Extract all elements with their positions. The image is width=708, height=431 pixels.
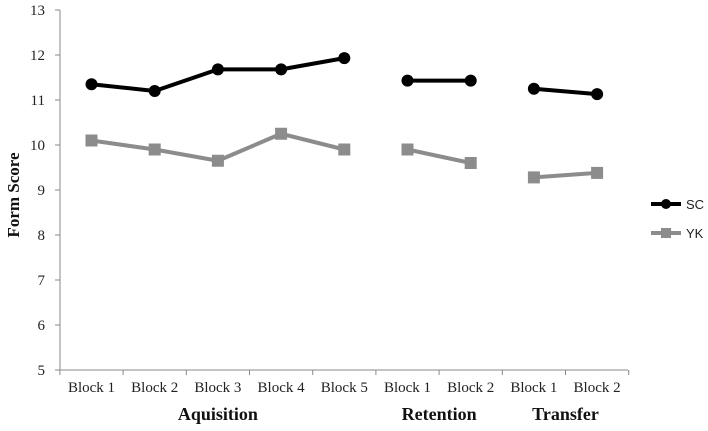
y-tick-label: 11 xyxy=(31,93,45,109)
y-tick-label: 10 xyxy=(30,138,45,154)
series-yk xyxy=(85,127,604,184)
legend-item-sc: SC xyxy=(651,197,704,212)
y-tick-label: 7 xyxy=(38,273,46,289)
x-tick-label: Block 1 xyxy=(68,380,115,396)
y-axis-label: Form Score xyxy=(4,152,23,238)
data-point-sc xyxy=(591,88,604,101)
series-line-yk xyxy=(533,170,598,180)
x-tick-label: Block 1 xyxy=(510,380,557,396)
legend-item-yk: YK xyxy=(651,226,704,241)
data-point-sc xyxy=(338,52,351,65)
legend: SC YK xyxy=(651,197,704,241)
y-tick-label: 13 xyxy=(30,3,45,19)
series-sc xyxy=(85,52,604,101)
y-tick-label: 6 xyxy=(38,318,46,334)
data-point-yk xyxy=(464,157,477,169)
data-point-sc xyxy=(148,85,161,97)
data-point-sc xyxy=(401,74,414,87)
phase-label: Retention xyxy=(402,404,477,424)
series-group xyxy=(85,52,604,184)
data-point-yk xyxy=(211,154,224,167)
phase-labels: Aquisition Retention Transfer xyxy=(178,404,599,424)
x-tick-label: Block 3 xyxy=(194,380,241,396)
x-tick-label: Block 2 xyxy=(131,380,178,396)
data-point-yk xyxy=(148,143,161,156)
data-point-sc xyxy=(85,78,98,91)
y-tick-label: 12 xyxy=(30,48,45,64)
legend-marker xyxy=(661,199,671,209)
x-tick-label: Block 5 xyxy=(321,380,368,396)
x-axis-ticks: Block 1 Block 2 Block 3 Block 4 Block 5 Block… xyxy=(59,370,630,396)
data-point-yk xyxy=(275,127,288,140)
series-line-yk xyxy=(407,147,472,165)
data-point-yk xyxy=(85,134,98,147)
x-tick-label: Block 2 xyxy=(447,380,494,396)
phase-label: Aquisition xyxy=(178,404,258,424)
y-tick-label: 9 xyxy=(38,183,46,199)
data-point-yk xyxy=(527,171,540,184)
legend-label: YK xyxy=(686,226,704,241)
data-point-sc xyxy=(527,82,540,95)
data-point-yk xyxy=(401,143,414,156)
y-tick-label: 5 xyxy=(38,363,46,379)
data-point-sc xyxy=(464,74,477,87)
series-line-sc xyxy=(533,86,598,97)
x-tick-label: Block 4 xyxy=(258,380,306,396)
x-tick-label: Block 1 xyxy=(384,380,431,396)
x-tick-label: Block 2 xyxy=(574,380,621,396)
phase-label: Transfer xyxy=(532,404,599,424)
data-point-yk xyxy=(591,166,604,179)
legend-label: SC xyxy=(686,197,704,212)
data-point-sc xyxy=(211,63,224,76)
data-point-sc xyxy=(275,63,288,76)
data-point-yk xyxy=(338,143,351,156)
y-axis-ticks: 5 6 7 8 9 10 11 12 13 xyxy=(30,3,60,379)
y-tick-label: 8 xyxy=(38,228,46,244)
legend-marker xyxy=(661,228,671,238)
